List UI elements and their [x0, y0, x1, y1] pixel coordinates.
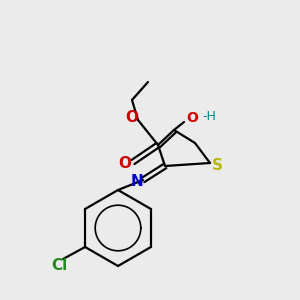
Text: S: S: [212, 158, 223, 172]
Text: N: N: [130, 173, 143, 188]
Text: O: O: [118, 157, 131, 172]
Text: O: O: [125, 110, 139, 125]
Text: -H: -H: [202, 110, 216, 122]
Text: O: O: [186, 111, 198, 125]
Text: Cl: Cl: [51, 257, 67, 272]
